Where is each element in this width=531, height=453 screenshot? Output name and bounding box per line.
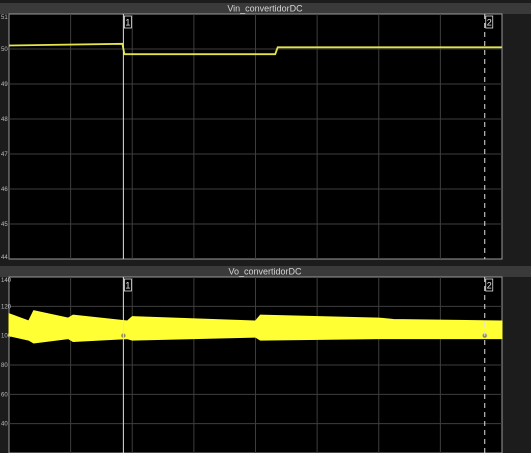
y-tick-label: 60 <box>1 392 8 398</box>
y-tick-label: 46 <box>1 187 8 193</box>
y-tick-label: 47 <box>1 152 8 158</box>
panel-title-bar <box>0 266 531 277</box>
y-tick-label: 120 <box>1 304 12 310</box>
y-tick-label: 80 <box>1 363 8 369</box>
y-tick-label: 45 <box>1 222 8 228</box>
series-line-1 <box>8 42 502 56</box>
y-tick-label: 40 <box>1 422 8 428</box>
y-tick-label: 140 <box>1 278 12 284</box>
cursor-label-1: 1 <box>125 281 130 291</box>
y-tick-label: 100 <box>1 334 12 340</box>
cursor-tag-2 <box>485 278 494 292</box>
cursor-label-1: 1 <box>125 18 130 28</box>
panel-title: Vo_convertidorDC <box>228 267 302 277</box>
y-tick-label: 51 <box>1 15 8 21</box>
panel-title-bar <box>0 3 531 14</box>
cursor-tag-1 <box>123 278 132 292</box>
cursor-tag-1 <box>123 15 132 29</box>
y-tick-label: 50 <box>1 47 8 53</box>
y-tick-label: 49 <box>1 82 8 88</box>
cursor-tag-2 <box>485 15 494 29</box>
scope-panel-1: Vin_convertidorDC 51 50 49 48 47 46 45 44 1 2 <box>0 3 531 261</box>
series-band-1 <box>8 310 503 344</box>
y-tick-label: 48 <box>1 117 8 123</box>
panel-title: Vin_convertidorDC <box>227 4 303 14</box>
scope-panel-2: Vo_convertidorDC 140 120 100 80 60 40 1 2 <box>0 266 531 453</box>
cursor-label-2: 2 <box>487 18 492 28</box>
y-tick-label: 44 <box>1 255 8 261</box>
cursor-label-2: 2 <box>487 281 492 291</box>
